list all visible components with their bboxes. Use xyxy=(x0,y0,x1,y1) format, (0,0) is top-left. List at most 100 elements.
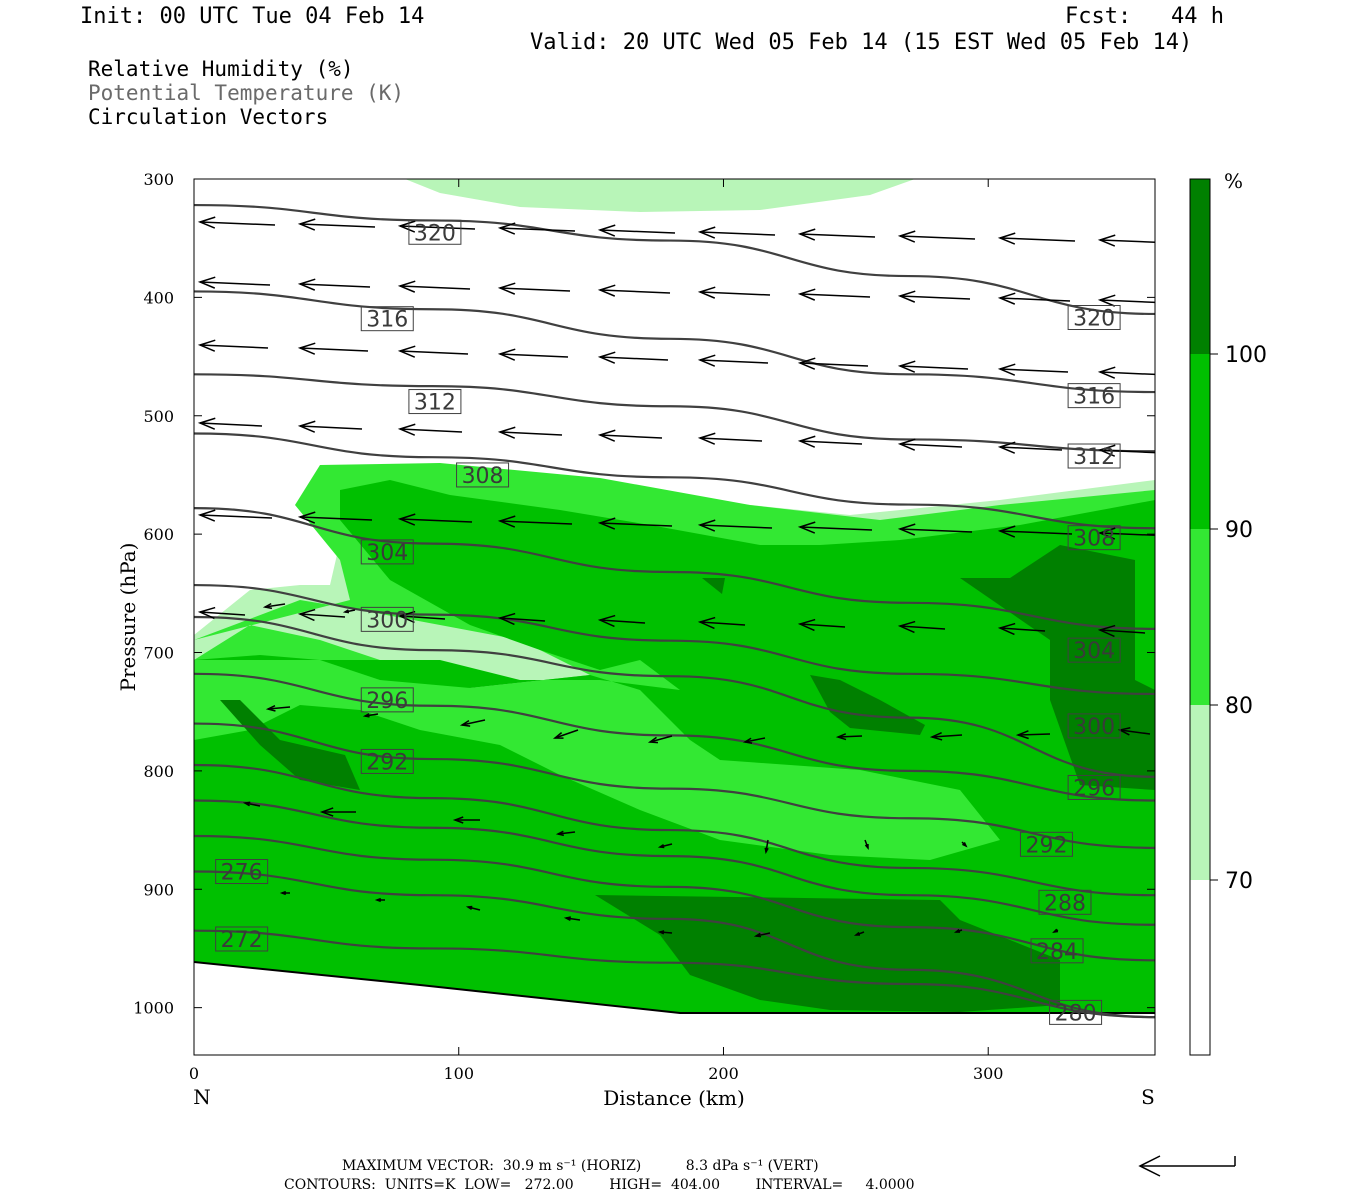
vector-head xyxy=(597,429,616,442)
vector-head xyxy=(997,622,1016,636)
vector-head xyxy=(397,610,416,624)
vector-head xyxy=(197,606,216,620)
theta-label: 312 xyxy=(408,389,462,416)
theta-label-text: 292 xyxy=(366,750,408,775)
vector-shaft xyxy=(799,440,863,445)
vector-shaft xyxy=(299,425,363,430)
vector-shaft xyxy=(999,237,1076,242)
vector-arrow xyxy=(465,905,481,911)
vector-head xyxy=(555,830,565,837)
vector-shaft xyxy=(999,627,1046,632)
theta-label-box xyxy=(360,606,414,632)
vector-arrow xyxy=(397,610,446,624)
theta-label: 312 xyxy=(1067,443,1121,470)
vector-arrow xyxy=(197,216,276,229)
vector-arrow xyxy=(319,807,356,817)
vector-shaft xyxy=(499,617,546,622)
vector-arrow xyxy=(297,608,346,622)
vector-shaft xyxy=(837,735,863,738)
vector-arrow xyxy=(397,513,473,526)
vector-arrow xyxy=(297,342,369,355)
vector-shaft xyxy=(699,524,773,529)
vector-shaft xyxy=(399,285,471,290)
theta-label-text: 308 xyxy=(462,464,504,489)
vector-head xyxy=(452,816,464,824)
rh-region xyxy=(405,179,915,212)
vector-shaft xyxy=(565,917,581,921)
vector-arrow xyxy=(563,916,581,921)
vector-shaft xyxy=(1017,733,1051,736)
vector-arrow xyxy=(397,220,476,233)
vector-arrow xyxy=(897,523,973,536)
vector-head xyxy=(897,620,916,634)
vector-shaft xyxy=(1099,449,1155,454)
vector-head xyxy=(319,807,334,817)
vector-arrow xyxy=(997,292,1071,305)
theta-contour xyxy=(194,672,1155,802)
vector-head xyxy=(197,276,216,289)
vector-head xyxy=(697,519,716,532)
vector-arrow xyxy=(197,339,269,352)
colorbar: 100 90 80 70% xyxy=(1189,169,1267,1056)
vector-head xyxy=(397,423,416,436)
vector-arrow xyxy=(597,351,669,364)
vector-head xyxy=(697,286,716,299)
vector-arrow xyxy=(897,230,976,243)
vector-shaft xyxy=(461,719,486,726)
colorbar-label: 70 xyxy=(1225,869,1253,894)
vector-head xyxy=(297,511,316,524)
rh-region xyxy=(810,675,925,735)
vector-head xyxy=(997,292,1016,305)
rh-region xyxy=(702,578,725,594)
theta-label-box xyxy=(1038,889,1092,915)
vector-shaft xyxy=(599,356,669,361)
rh-region xyxy=(220,700,360,790)
vector-head xyxy=(897,230,916,243)
theta-label: 316 xyxy=(1067,383,1121,410)
vector-shaft xyxy=(899,235,976,240)
vector-head xyxy=(897,523,916,536)
vector-head xyxy=(397,280,416,293)
vector-shaft xyxy=(799,293,871,298)
vector-head xyxy=(997,525,1016,538)
theta-label-text: 296 xyxy=(1073,776,1115,801)
vector-arrow xyxy=(929,732,963,741)
vector-head xyxy=(1015,730,1029,740)
vector-shaft xyxy=(899,625,946,630)
theta-label-box xyxy=(1067,383,1121,409)
vector-arrow xyxy=(597,284,671,297)
colorbar-band xyxy=(1190,529,1210,705)
vector-head xyxy=(397,220,416,233)
vector-head xyxy=(797,521,816,534)
colorbar-band xyxy=(1190,179,1210,354)
vector-shaft xyxy=(199,221,276,226)
vector-arrow xyxy=(853,931,865,936)
theta-label: 272 xyxy=(215,926,269,953)
theta-label-box xyxy=(408,219,462,245)
colorbar-label: 90 xyxy=(1225,518,1253,543)
vector-head xyxy=(1052,928,1059,933)
theta-labels: 320 320 316 316 312 312 308 308 304 304 300 300 296 2… xyxy=(215,219,1121,1026)
plot-frame xyxy=(193,178,1156,1056)
theta-contour xyxy=(194,290,1155,394)
vector-arrow xyxy=(897,360,969,373)
vector-arrow xyxy=(265,705,291,712)
theta-contour xyxy=(194,870,1155,1019)
theta-label: 304 xyxy=(360,539,414,566)
theta-label-box xyxy=(456,462,510,488)
vector-arrow xyxy=(897,620,946,634)
field-theta-title: Potential Temperature (K) xyxy=(88,81,405,105)
vector-shaft xyxy=(1119,729,1151,735)
vector-head xyxy=(753,932,762,938)
vector-arrow xyxy=(1097,527,1155,540)
vector-head xyxy=(242,801,251,807)
vector-arrow xyxy=(835,733,863,741)
x-axis-title: Distance (km) xyxy=(603,1086,745,1110)
valid-time: Valid: 20 UTC Wed 05 Feb 14 (15 EST Wed … xyxy=(530,30,1193,55)
vector-shaft xyxy=(1099,299,1155,304)
vector-shaft xyxy=(899,365,969,370)
vector-shaft xyxy=(649,735,673,743)
theta-label-text: 320 xyxy=(414,221,456,246)
theta-label-box xyxy=(1067,637,1121,663)
vector-head xyxy=(797,357,816,370)
